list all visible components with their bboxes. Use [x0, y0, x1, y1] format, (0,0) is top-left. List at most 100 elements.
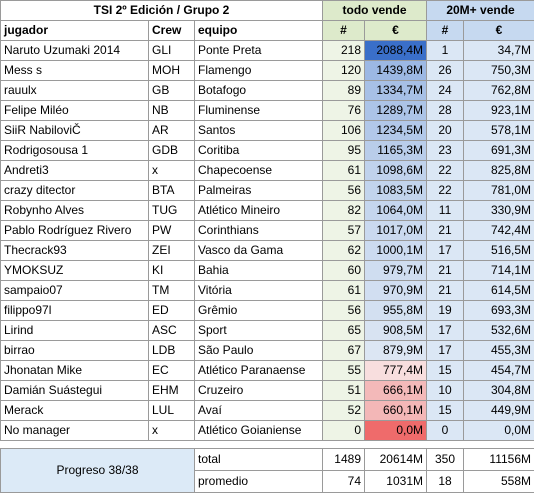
- crew-cell: TM: [149, 281, 195, 301]
- crew-cell: ED: [149, 301, 195, 321]
- sales-count-cell: 61: [323, 281, 365, 301]
- team-cell: Grêmio: [195, 301, 323, 321]
- team-cell: Chapecoense: [195, 161, 323, 181]
- total-label: total: [195, 449, 323, 471]
- sales-total-cell: 777,4M: [365, 361, 427, 381]
- sales-count-cell: 60: [323, 261, 365, 281]
- sales-count-20m-cell: 21: [427, 261, 464, 281]
- sales-total-20m-cell: 449,9M: [464, 401, 534, 421]
- sales-total-cell: 970,9M: [365, 281, 427, 301]
- average-value-20m: 558M: [464, 471, 534, 493]
- crew-cell: MOH: [149, 61, 195, 81]
- sales-total-cell: 2088,4M: [365, 41, 427, 61]
- sales-count-cell: 62: [323, 241, 365, 261]
- group-header-20m-vende: 20M+ vende: [427, 1, 534, 21]
- sales-total-20m-cell: 742,4M: [464, 221, 534, 241]
- player-name-cell: birrao: [1, 341, 149, 361]
- sales-count-20m-cell: 17: [427, 341, 464, 361]
- crew-cell: PW: [149, 221, 195, 241]
- sales-total-20m-cell: 0,0M: [464, 421, 534, 441]
- team-cell: Santos: [195, 121, 323, 141]
- sales-total-20m-cell: 532,6M: [464, 321, 534, 341]
- team-cell: Bahia: [195, 261, 323, 281]
- player-name-cell: Rodrigosousa 1: [1, 141, 149, 161]
- sales-total-20m-cell: 762,8M: [464, 81, 534, 101]
- sales-total-20m-cell: 781,0M: [464, 181, 534, 201]
- header-row-1: TSI 2º Edición / Grupo 2 todo vende 20M+…: [1, 1, 534, 21]
- progress-label: Progreso 38/38: [1, 449, 195, 493]
- sales-total-cell: 1334,7M: [365, 81, 427, 101]
- crew-cell: GB: [149, 81, 195, 101]
- sales-count-cell: 67: [323, 341, 365, 361]
- player-name-cell: Jhonatan Mike: [1, 361, 149, 381]
- sales-count-cell: 95: [323, 141, 365, 161]
- total-count: 1489: [323, 449, 365, 471]
- player-name-cell: YMOKSUZ: [1, 261, 149, 281]
- average-count: 74: [323, 471, 365, 493]
- team-cell: Ponte Preta: [195, 41, 323, 61]
- sales-total-20m-cell: 923,1M: [464, 101, 534, 121]
- sales-count-cell: 55: [323, 361, 365, 381]
- sales-count-20m-cell: 1: [427, 41, 464, 61]
- col-header-crew: Crew: [149, 21, 195, 41]
- sales-count-20m-cell: 28: [427, 101, 464, 121]
- sales-count-cell: 0: [323, 421, 365, 441]
- sales-count-20m-cell: 20: [427, 121, 464, 141]
- crew-cell: LUL: [149, 401, 195, 421]
- sales-total-cell: 879,9M: [365, 341, 427, 361]
- average-count-20m: 18: [427, 471, 464, 493]
- team-cell: Vitória: [195, 281, 323, 301]
- sales-total-cell: 1098,6M: [365, 161, 427, 181]
- sales-count-20m-cell: 22: [427, 181, 464, 201]
- crew-cell: NB: [149, 101, 195, 121]
- sales-total-20m-cell: 304,8M: [464, 381, 534, 401]
- sales-count-cell: 106: [323, 121, 365, 141]
- sales-count-cell: 52: [323, 401, 365, 421]
- team-cell: Cruzeiro: [195, 381, 323, 401]
- sales-total-20m-cell: 330,9M: [464, 201, 534, 221]
- sales-count-20m-cell: 15: [427, 401, 464, 421]
- sales-count-20m-cell: 23: [427, 141, 464, 161]
- sales-total-20m-cell: 714,1M: [464, 261, 534, 281]
- sales-total-20m-cell: 455,3M: [464, 341, 534, 361]
- crew-cell: LDB: [149, 341, 195, 361]
- player-name-cell: Lirind: [1, 321, 149, 341]
- sales-count-cell: 89: [323, 81, 365, 101]
- team-cell: Atlético Goianiense: [195, 421, 323, 441]
- crew-cell: GDB: [149, 141, 195, 161]
- team-cell: Vasco da Gama: [195, 241, 323, 261]
- col-header-count-20m: #: [427, 21, 464, 41]
- sales-total-cell: 666,1M: [365, 381, 427, 401]
- sales-total-cell: 1064,0M: [365, 201, 427, 221]
- sales-total-20m-cell: 578,1M: [464, 121, 534, 141]
- summary-table: Progreso 38/38 total 1489 20614M 350 111…: [0, 448, 534, 493]
- summary-total-row: Progreso 38/38 total 1489 20614M 350 111…: [1, 449, 534, 471]
- crew-cell: KI: [149, 261, 195, 281]
- sales-total-cell: 1289,7M: [365, 101, 427, 121]
- col-header-total: €: [365, 21, 427, 41]
- sales-total-cell: 660,1M: [365, 401, 427, 421]
- col-header-equipo: equipo: [195, 21, 323, 41]
- crew-cell: TUG: [149, 201, 195, 221]
- player-name-cell: Damián Suástegui: [1, 381, 149, 401]
- col-header-total-20m: €: [464, 21, 534, 41]
- team-cell: Botafogo: [195, 81, 323, 101]
- player-name-cell: SiiR NabiloviČ: [1, 121, 149, 141]
- player-name-cell: No manager: [1, 421, 149, 441]
- sales-total-cell: 1439,8M: [365, 61, 427, 81]
- player-name-cell: sampaio07: [1, 281, 149, 301]
- player-name-cell: rauulx: [1, 81, 149, 101]
- player-name-cell: Mess s: [1, 61, 149, 81]
- sales-total-20m-cell: 750,3M: [464, 61, 534, 81]
- player-name-cell: Naruto Uzumaki 2014: [1, 41, 149, 61]
- sales-total-20m-cell: 693,3M: [464, 301, 534, 321]
- sales-count-20m-cell: 22: [427, 161, 464, 181]
- team-cell: Fluminense: [195, 101, 323, 121]
- sales-count-20m-cell: 15: [427, 361, 464, 381]
